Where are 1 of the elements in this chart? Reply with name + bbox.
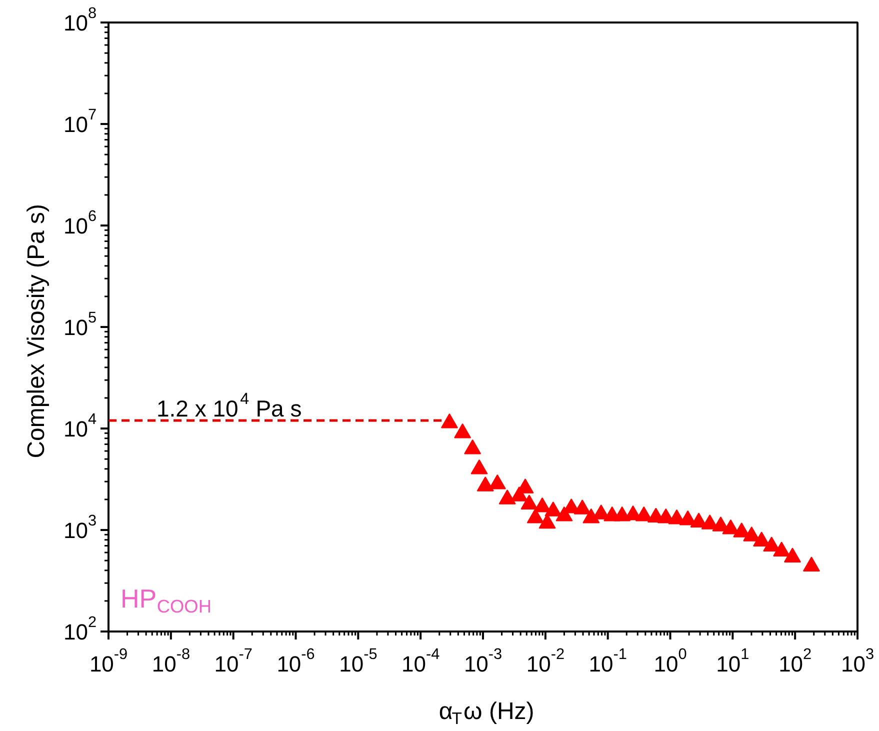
y-axis-title: Complex Visosity (Pa s): [23, 204, 50, 458]
